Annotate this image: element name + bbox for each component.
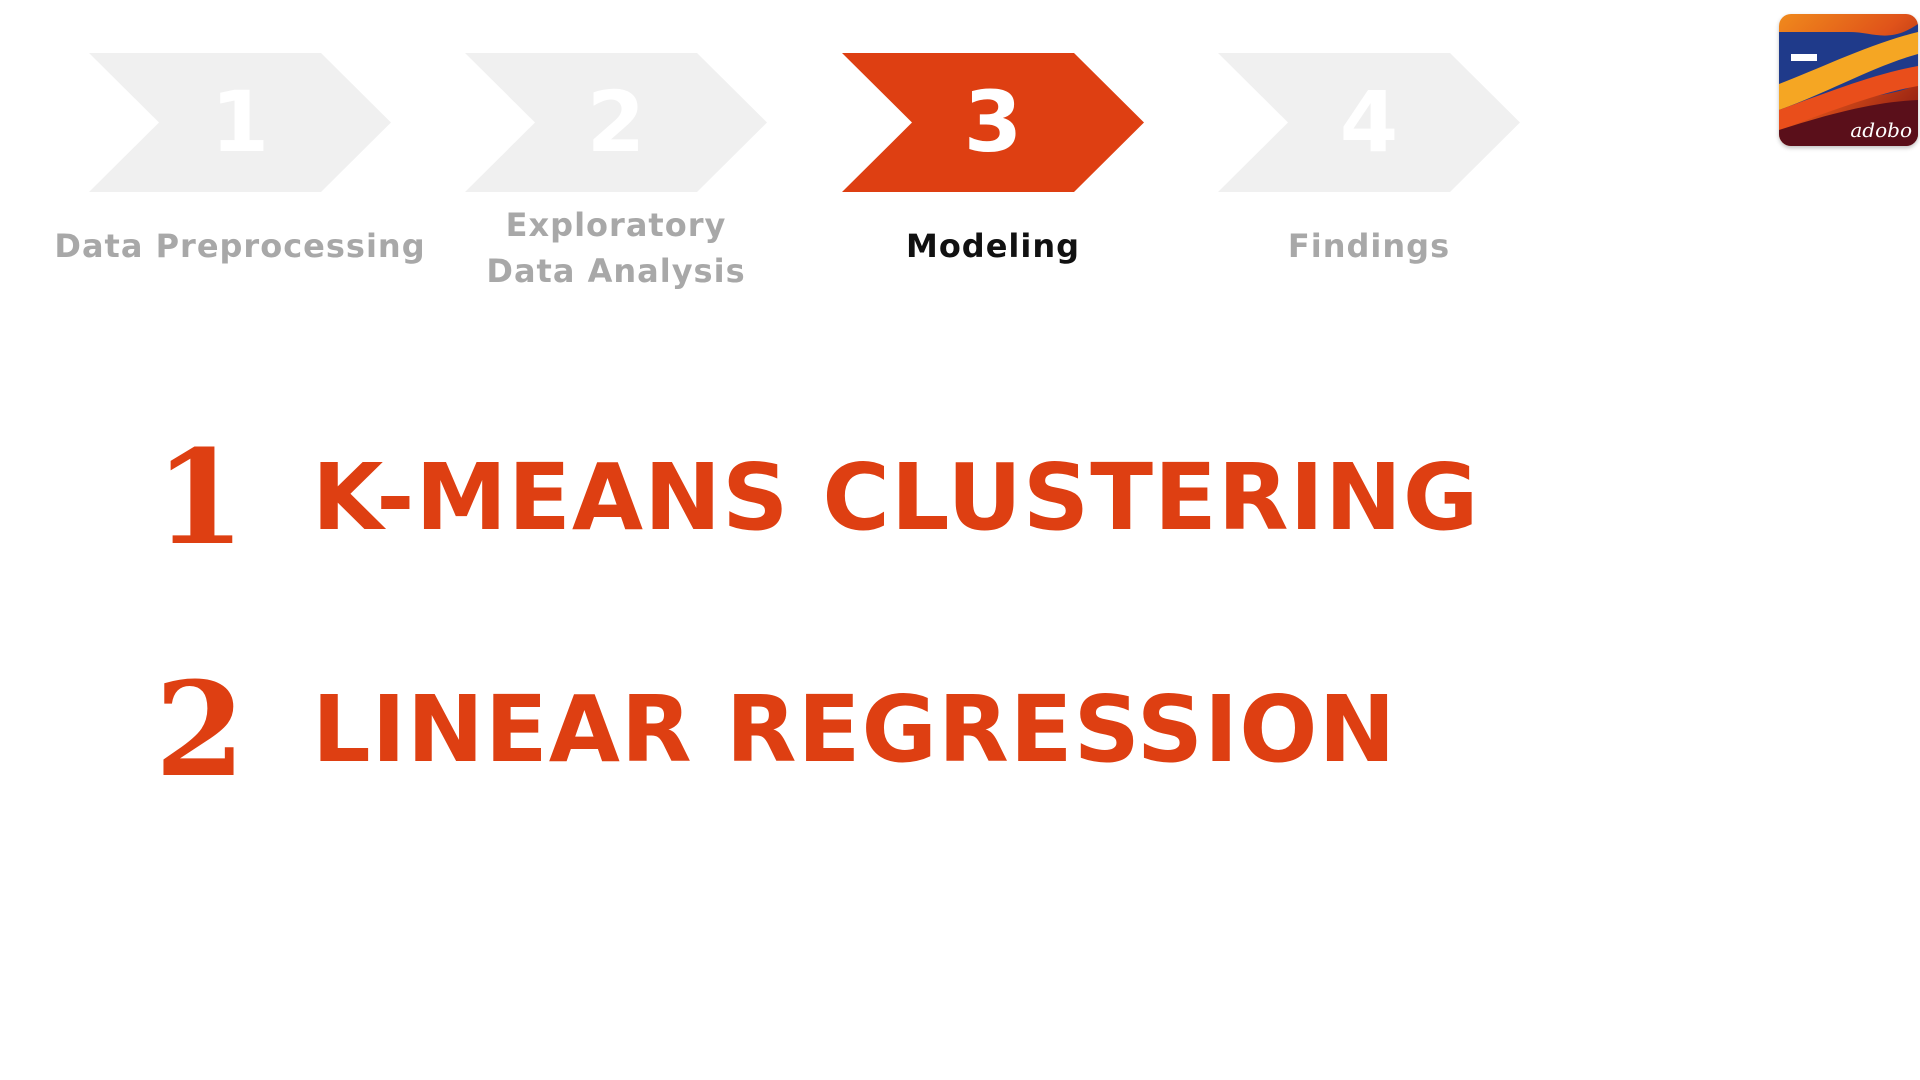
chevron-shape bbox=[89, 53, 391, 192]
process-step-3: 3 bbox=[842, 53, 1144, 192]
step-number: 4 bbox=[1339, 73, 1399, 171]
step-label: Data Preprocessing bbox=[54, 227, 426, 265]
step-number: 3 bbox=[963, 73, 1023, 171]
item-title: LINEAR REGRESSION bbox=[312, 676, 1397, 783]
logo-graphic bbox=[1779, 14, 1918, 146]
item-title: K-MEANS CLUSTERING bbox=[312, 444, 1480, 551]
item-number: 1 bbox=[154, 421, 246, 574]
step-number: 1 bbox=[210, 73, 270, 171]
step-label: Modeling bbox=[905, 227, 1081, 265]
step-label: Exploratory Data Analysis bbox=[486, 206, 746, 290]
step-label: Findings bbox=[1287, 227, 1451, 265]
chevron-shape bbox=[842, 53, 1144, 192]
logo-text: adobo bbox=[1850, 118, 1912, 142]
process-step-4: 4 bbox=[1218, 53, 1520, 192]
adobo-logo-icon: adobo bbox=[1779, 14, 1918, 146]
chevron-shape bbox=[465, 53, 767, 192]
step-number: 2 bbox=[586, 73, 646, 171]
process-step-2: 2 bbox=[465, 53, 767, 192]
item-number: 2 bbox=[154, 653, 246, 806]
process-step-1: 1 bbox=[89, 53, 391, 192]
chevron-shape bbox=[1218, 53, 1520, 192]
